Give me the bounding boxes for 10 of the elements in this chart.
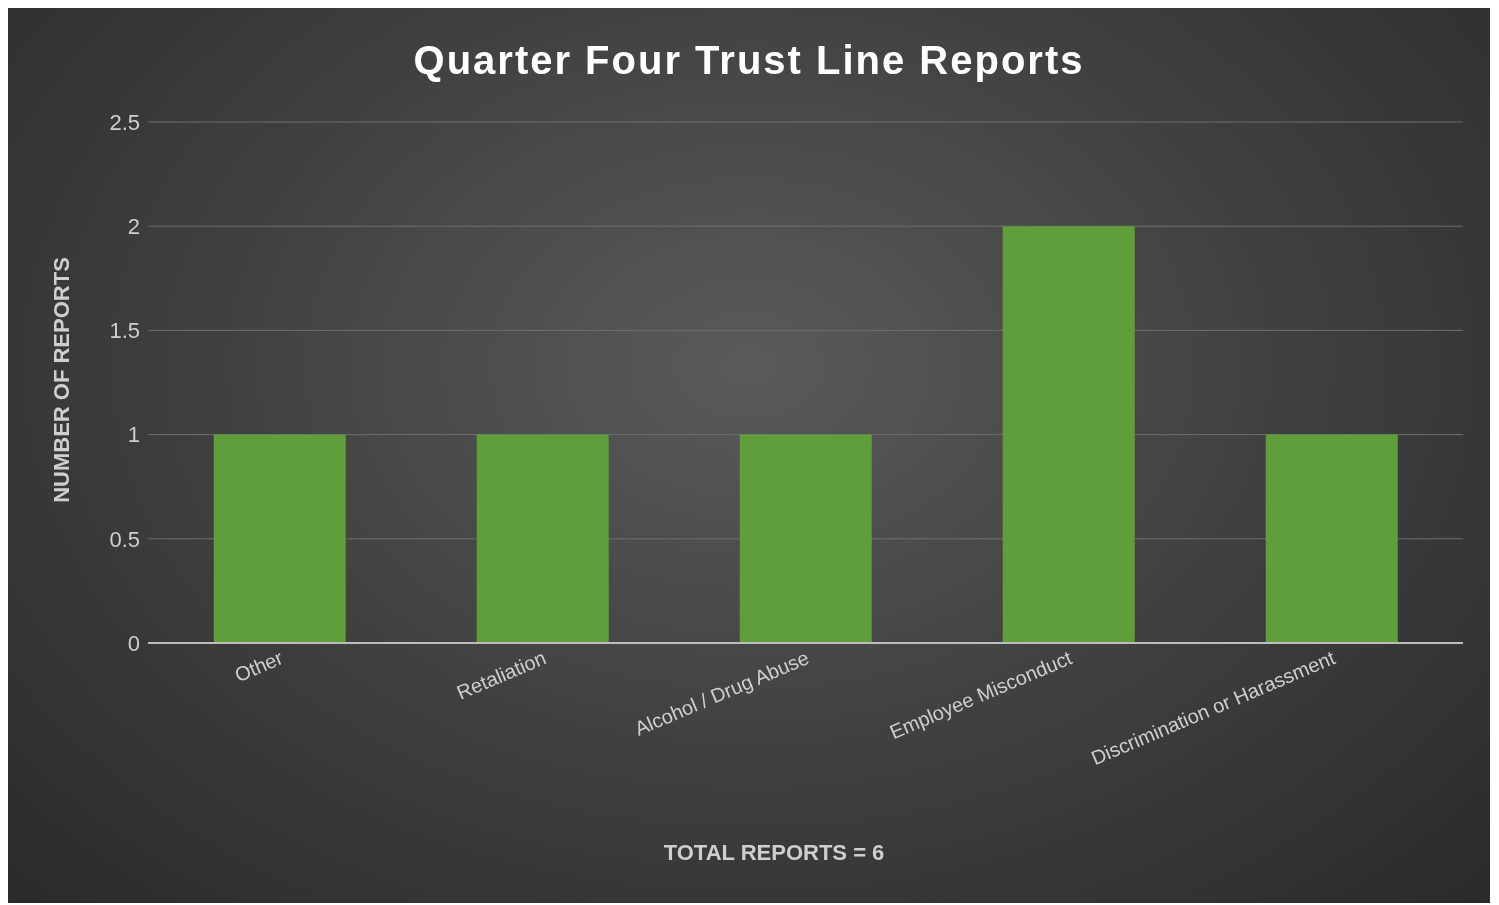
chart-title: Quarter Four Trust Line Reports (412, 38, 1086, 83)
y-tick-label: 1.5 (109, 318, 140, 344)
y-tick-label: 1 (127, 422, 140, 448)
y-tick-label: 2.5 (109, 109, 140, 135)
y-tick-label: 0 (127, 630, 140, 656)
x-axis-title: TOTAL REPORTS = 6 (662, 840, 886, 866)
y-tick-label: 0.5 (109, 526, 140, 552)
y-tick-label: 2 (127, 214, 140, 240)
y-axis-title: NUMBER OF REPORTS (49, 257, 75, 503)
x-tick-label: Other (231, 646, 287, 687)
